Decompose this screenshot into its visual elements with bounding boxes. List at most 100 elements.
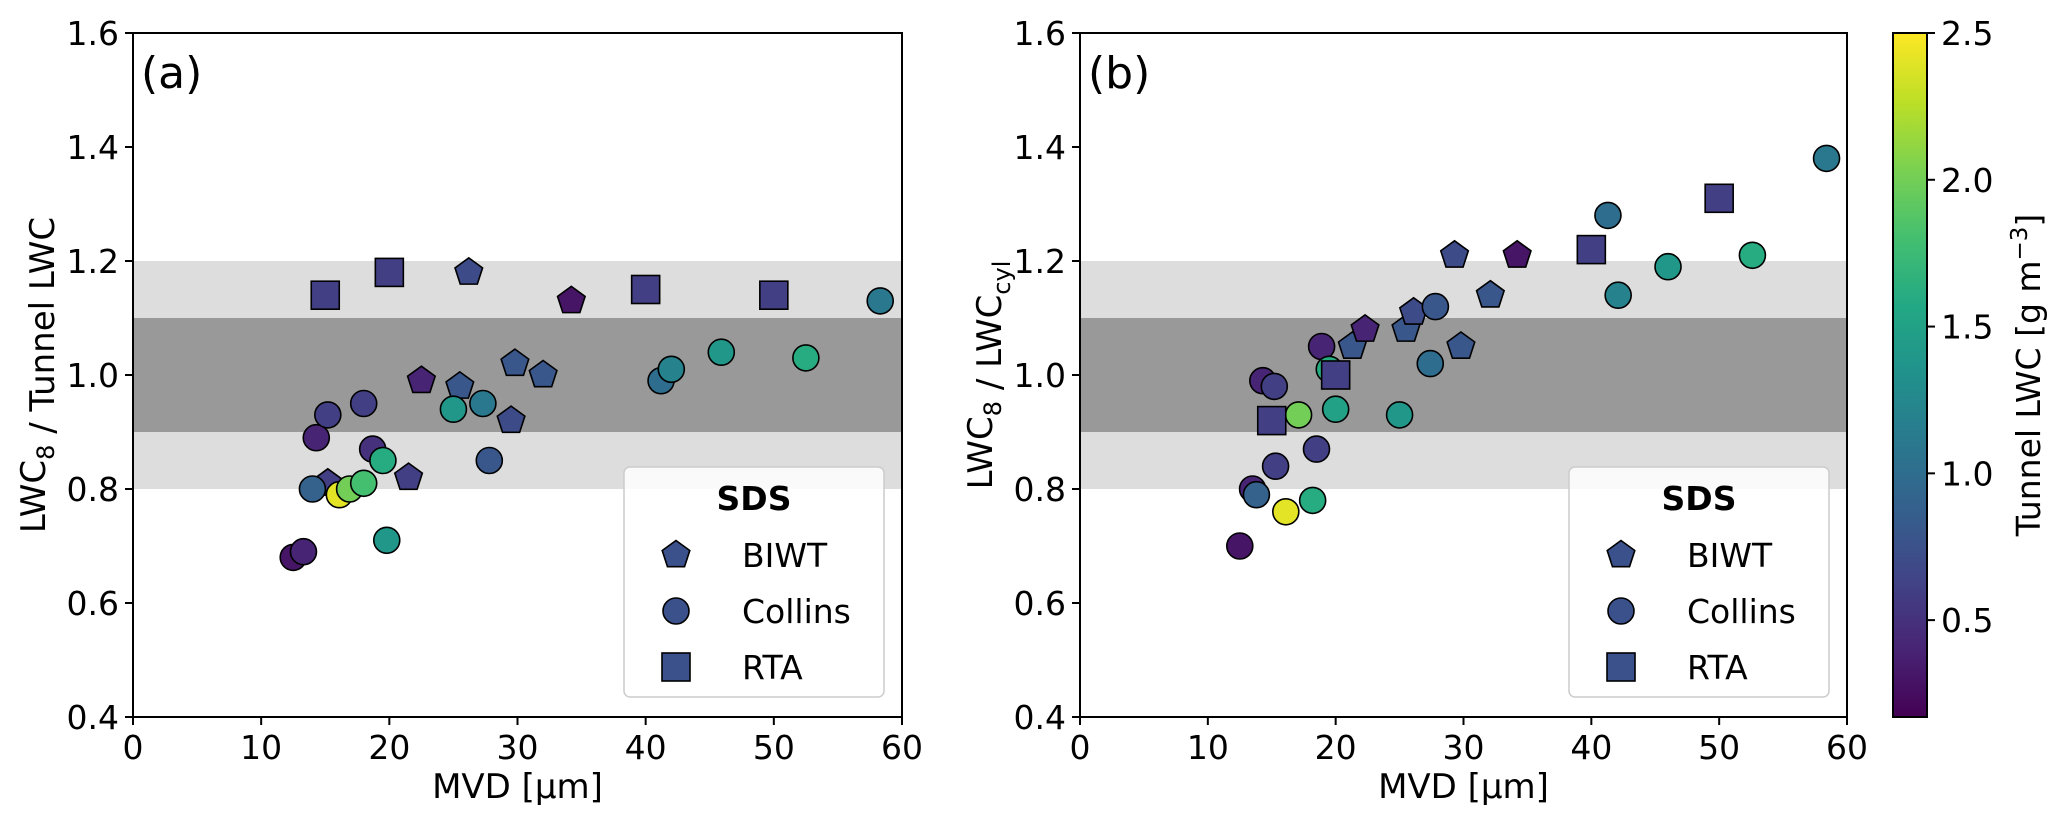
data-point-collins	[439, 395, 468, 424]
colorbar: 0.5 1.0 1.5 2.0 2.5 Tunnel LWC [g m−3]	[1892, 14, 2048, 718]
legend-box	[1568, 466, 1830, 698]
panel-a-xlabel: MVD [µm]	[432, 767, 603, 807]
x-tick-label: 60	[881, 728, 923, 767]
data-point-biwt	[1475, 279, 1506, 308]
data-point-rta	[1320, 360, 1351, 390]
y-tick-label: 0.8	[1014, 470, 1066, 509]
legend-label-collins: Collins	[1687, 592, 1796, 631]
data-point-collins	[469, 389, 497, 418]
x-tick-label: 50	[1698, 728, 1740, 767]
data-point-biwt	[393, 462, 424, 491]
panel-a-letter: (a)	[141, 48, 202, 99]
y-tick-label: 0.6	[1014, 584, 1066, 623]
x-tick-label: 10	[240, 728, 282, 767]
colorbar-gradient	[1892, 32, 1928, 718]
x-tick-label: 0	[1070, 728, 1091, 767]
x-tick-label: 60	[1826, 728, 1868, 767]
data-point-biwt	[1502, 239, 1532, 268]
panel-b-ticks: 0 10 20 30 40 50 60 0.4 0.6 0.8 1.0 1.2 1.4 1.6	[1014, 14, 1868, 767]
colorbar-ticks: 0.5 1.0 1.5 2.0 2.5	[1927, 14, 1993, 640]
data-point-biwt	[406, 365, 437, 394]
panel-a-ticks: 0 10 20 30 40 50 60 0.4 0.6 0.8 1.0 1.2 1.4 1.6	[67, 14, 923, 767]
data-point-collins	[298, 475, 327, 503]
data-point-rta	[630, 274, 661, 305]
data-point-collins	[657, 355, 686, 384]
panel-a-points	[279, 256, 895, 572]
data-point-collins	[475, 446, 504, 475]
y-tick-label: 0.8	[67, 470, 119, 509]
ylabel-subscript: 8	[979, 401, 1007, 416]
data-point-biwt	[500, 348, 530, 377]
ylabel-part: / Tunnel LWC	[23, 217, 63, 445]
legend-marker-rta	[661, 652, 691, 682]
colorbar-label-end: ]	[2009, 214, 2048, 227]
data-point-collins	[1302, 435, 1331, 463]
ylabel-subscript: 8	[32, 445, 60, 460]
data-point-collins	[1812, 144, 1841, 173]
data-point-collins	[369, 446, 397, 475]
legend-box	[623, 466, 885, 698]
y-tick-label: 1.6	[67, 14, 119, 53]
data-point-rta	[1256, 405, 1287, 436]
panel-a-legend: SDS BIWT Collins RTA	[623, 466, 885, 698]
colorbar-tick-label: 1.5	[1941, 308, 1993, 347]
x-tick-label: 20	[1315, 728, 1357, 767]
panel-b-legend: SDS BIWT Collins RTA	[1568, 466, 1830, 698]
data-point-biwt	[528, 359, 558, 388]
legend-label-rta: RTA	[1687, 648, 1748, 687]
data-point-collins	[1298, 486, 1327, 515]
data-point-biwt	[1350, 313, 1380, 342]
y-tick-label: 1.4	[67, 128, 119, 167]
colorbar-label: Tunnel LWC [g m−3]	[2007, 214, 2048, 538]
data-point-rta	[1704, 183, 1734, 214]
data-point-collins	[1385, 401, 1414, 429]
x-tick-label: 50	[753, 728, 795, 767]
panel-b-ylabel: LWC8 / LWCcyl	[961, 261, 1016, 490]
colorbar-tick-label: 0.5	[1941, 601, 1993, 640]
x-tick-label: 20	[368, 728, 410, 767]
legend-title: SDS	[717, 479, 792, 518]
legend-marker-biwt	[1606, 539, 1636, 568]
data-point-collins	[792, 344, 820, 372]
data-point-rta	[1576, 234, 1607, 265]
panel-b-xlabel: MVD [µm]	[1378, 767, 1549, 807]
legend-marker-collins	[1607, 597, 1635, 625]
data-point-collins	[1242, 480, 1271, 509]
data-point-collins	[314, 401, 342, 429]
legend-title: SDS	[1662, 479, 1737, 518]
colorbar-label-main: Tunnel LWC [g m	[2009, 260, 2048, 537]
data-point-collins	[1416, 349, 1445, 378]
data-point-collins	[1261, 452, 1290, 481]
data-point-collins	[1654, 252, 1682, 281]
legend-label-collins: Collins	[742, 592, 851, 631]
y-tick-label: 1.2	[67, 242, 119, 281]
ylabel-part: / LWC	[970, 295, 1010, 401]
ylabel-part: LWC	[14, 460, 54, 533]
y-tick-label: 0.4	[67, 698, 119, 737]
data-point-collins	[1738, 241, 1767, 270]
legend-label-biwt: BIWT	[1687, 536, 1773, 575]
y-tick-label: 1.2	[1014, 242, 1066, 281]
panel-a-plot: 0 10 20 30 40 50 60 0.4 0.6 0.8 1.0 1.2 1.4 1.6 (a) M…	[14, 14, 923, 807]
x-tick-label: 30	[497, 728, 539, 767]
data-point-collins	[866, 287, 895, 315]
data-point-collins	[1260, 372, 1289, 401]
data-point-rta	[310, 280, 341, 311]
legend-marker-collins	[662, 597, 690, 625]
legend-marker-rta	[1606, 652, 1636, 682]
data-point-biwt	[556, 285, 587, 314]
y-tick-label: 1.0	[67, 356, 119, 395]
colorbar-tick-label: 1.0	[1941, 454, 1993, 493]
panel-b-letter: (b)	[1088, 48, 1150, 99]
data-point-collins	[1604, 281, 1632, 310]
data-point-biwt	[1446, 331, 1476, 360]
data-point-biwt	[496, 405, 526, 434]
panel-a-ylabel: LWC8 / Tunnel LWC	[14, 217, 63, 533]
panel-b-bands	[1080, 261, 1847, 489]
y-tick-label: 1.4	[1014, 128, 1066, 167]
colorbar-tick-label: 2.0	[1941, 161, 1993, 200]
panel-b-plot: 0 10 20 30 40 50 60 0.4 0.6 0.8 1.0 1.2 1.4 1.6 (b) M…	[961, 14, 1868, 807]
data-point-collins	[289, 537, 318, 566]
x-tick-label: 10	[1187, 728, 1229, 767]
